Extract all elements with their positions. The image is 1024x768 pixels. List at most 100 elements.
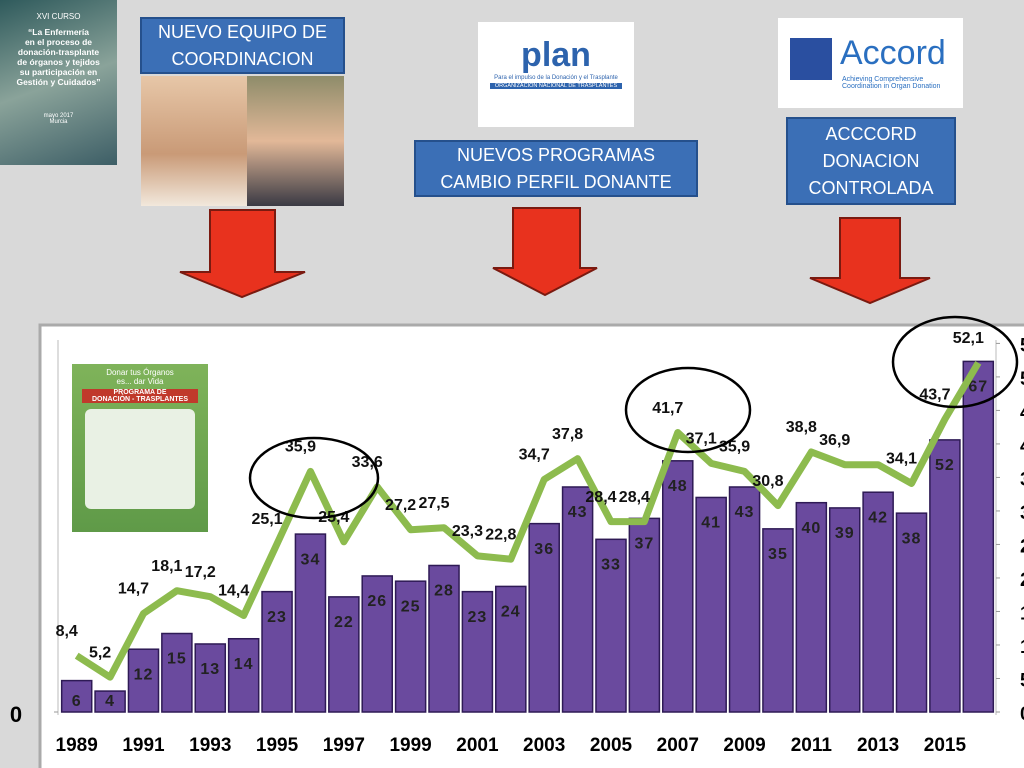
bar-value-label: 25 (401, 598, 421, 615)
y2-tick-label: 20 (1020, 570, 1024, 591)
bar (394, 580, 427, 713)
line-value-label: 35,9 (285, 439, 316, 456)
bar-value-label: 23 (267, 609, 287, 626)
line-value-label: 34,7 (519, 447, 550, 464)
highlight-ellipse (891, 315, 1019, 409)
bar (561, 486, 594, 713)
bar-value-label: 67 (968, 379, 988, 396)
x-tick-label: 2011 (791, 735, 833, 756)
bar (895, 512, 928, 713)
bar (161, 632, 193, 713)
line-value-label: 28,4 (585, 489, 616, 506)
photo (247, 76, 344, 206)
bar (762, 528, 794, 713)
bar (294, 533, 327, 713)
line-value-label: 37,8 (552, 426, 583, 443)
label-box: NUEVO EQUIPO DE COORDINACION (140, 17, 345, 74)
bar (795, 501, 828, 713)
bar (328, 596, 360, 713)
y2-tick-label: 45 (1020, 402, 1024, 423)
line-value-label: 27,2 (385, 497, 416, 514)
arrows (179, 207, 931, 305)
line-value-label: 8,4 (56, 623, 78, 640)
bar-value-label: 48 (668, 478, 688, 495)
y2-tick-label: 15 (1020, 603, 1024, 624)
bar (528, 522, 560, 713)
bar-value-label: 33 (601, 557, 621, 574)
x-tick-label: 2013 (857, 735, 899, 756)
label-box: NUEVOS PROGRAMAS CAMBIO PERFIL DONANTE (414, 140, 698, 197)
poster-slogan: Donar tus Órganos es... dar Vida (106, 368, 174, 386)
y2-tick-label: 55 (1020, 335, 1024, 356)
bar-value-label: 13 (200, 661, 220, 678)
line-value-label: 18,1 (151, 558, 182, 575)
photo (141, 76, 247, 206)
bar (595, 538, 627, 713)
line-value-label: 36,9 (819, 432, 850, 449)
logo-tagline: Achieving Comprehensive Coordination in … (842, 76, 941, 90)
bar-value-label: 6 (72, 693, 82, 710)
x-tick-label: 2001 (456, 735, 499, 756)
y2-tick-label: 5 (1020, 671, 1024, 692)
bar (661, 460, 694, 713)
line-value-label: 14,4 (218, 583, 249, 600)
poster-title: PROGRAMA DE DONACIÓN - TRASPLANTES (82, 389, 198, 403)
logo-org: ORGANIZACIÓN NACIONAL DE TRASPLANTES (490, 83, 622, 89)
bar-value-label: 34 (301, 551, 321, 568)
bar-value-label: 4 (105, 693, 115, 710)
logo-tagline: Para el impulso de la Donación y el Tras… (494, 75, 618, 81)
bar (862, 491, 894, 713)
bar-value-label: 26 (367, 593, 387, 610)
bar-value-label: 36 (534, 541, 554, 558)
bar (60, 679, 93, 713)
bar (728, 486, 761, 713)
x-tick-label: 2005 (590, 735, 633, 756)
book-cover: XVI CURSO “La Enfermería en el proceso d… (0, 0, 117, 165)
bar-value-label: 40 (801, 520, 821, 537)
bar (227, 637, 260, 713)
line-value-label: 5,2 (89, 644, 111, 661)
bar-value-label: 15 (167, 651, 187, 668)
y2-tick-label: 25 (1020, 536, 1024, 557)
line-value-label: 38,8 (786, 419, 817, 436)
line-value-label: 52,1 (953, 330, 984, 347)
bar-value-label: 35 (768, 546, 788, 563)
bar (127, 648, 160, 713)
bar-value-label: 38 (902, 530, 922, 547)
line-value-label: 37,1 (686, 431, 717, 448)
bar-value-label: 39 (835, 525, 855, 542)
bar (695, 496, 727, 713)
y-tick-label: 0 (10, 702, 22, 727)
x-tick-label: 2015 (924, 735, 967, 756)
accord-logo: Accord Achieving Comprehensive Coordinat… (778, 18, 963, 108)
bar-value-label: 42 (868, 509, 888, 526)
line-value-label: 23,3 (452, 523, 483, 540)
poster-illustration (85, 409, 195, 509)
logo-mark: plan (521, 36, 591, 74)
line-value-label: 34,1 (886, 451, 917, 468)
line-value-label: 30,8 (752, 473, 783, 490)
bar (194, 643, 227, 713)
bar-value-label: 28 (434, 583, 454, 600)
logo-name: Accord (840, 34, 946, 72)
arrow (179, 209, 306, 299)
x-tick-label: 2003 (523, 735, 565, 756)
line-value-label: 14,7 (118, 581, 149, 598)
arrow (492, 207, 598, 297)
book-date: mayo 2017 Murcia (43, 113, 74, 125)
arrow (809, 217, 931, 305)
bar-value-label: 43 (735, 504, 755, 521)
bar (495, 585, 527, 713)
line-value-label: 41,7 (652, 400, 683, 417)
line-value-label: 43,7 (919, 386, 950, 403)
poster: Donar tus Órganos es... dar Vida PROGRAM… (72, 364, 208, 532)
line-value-label: 27,5 (418, 495, 449, 512)
y2-tick-label: 50 (1020, 369, 1024, 390)
highlight-ellipse (248, 436, 380, 520)
bar-value-label: 43 (568, 504, 588, 521)
bar-value-label: 14 (234, 656, 254, 673)
x-tick-label: 2009 (723, 735, 765, 756)
line-value-label: 25,1 (251, 511, 282, 528)
